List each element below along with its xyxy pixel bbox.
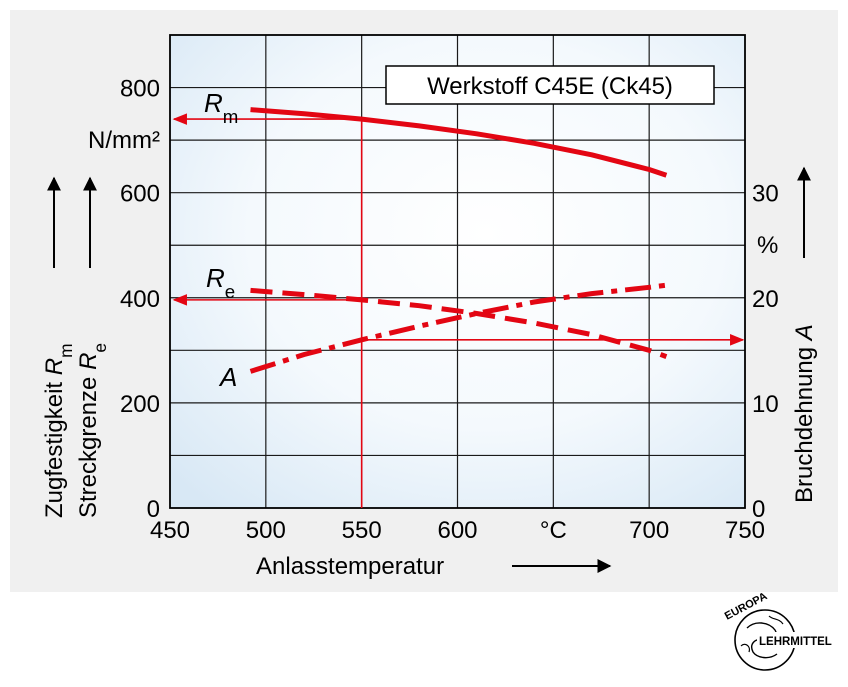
chart-title: Werkstoff C45E (Ck45) xyxy=(427,73,673,100)
logo-bottom-text: LEHRMITTEL xyxy=(759,636,832,648)
series-label-rm: Rm xyxy=(204,88,238,127)
x-tick-label: 500 xyxy=(246,517,286,544)
series-line-re xyxy=(250,287,668,359)
y-tick-label: 0 xyxy=(147,496,160,523)
y-tick-label: 400 xyxy=(120,286,160,313)
y-tick-label: 800 xyxy=(120,76,160,103)
title-box xyxy=(385,65,715,105)
x-tick-label: 450 xyxy=(150,517,190,544)
x-tick-label: 550 xyxy=(342,517,382,544)
series-line-a xyxy=(249,282,667,374)
x-axis-label: Anlasstemperatur xyxy=(256,553,444,580)
y2-tick-label: 30 xyxy=(752,181,779,208)
x-tick-label: 750 xyxy=(725,517,765,544)
y-axis-unit: N/mm² xyxy=(88,127,160,154)
plot-frame xyxy=(169,34,746,509)
x-tick-label: 700 xyxy=(629,517,669,544)
logo-map-detail xyxy=(740,615,784,653)
series-label-re: Re xyxy=(206,263,235,302)
y2-tick-label: 0 xyxy=(752,496,765,523)
y-tick-label: 600 xyxy=(120,181,160,208)
logo-text-band xyxy=(757,632,837,648)
series-line-rm xyxy=(250,107,668,178)
y2-tick-label: 10 xyxy=(752,391,779,418)
x-tick-label: 600 xyxy=(437,517,477,544)
x-tick-label: °C xyxy=(540,517,567,544)
series-label-a: A xyxy=(218,362,237,392)
y2-axis-unit: % xyxy=(757,232,778,259)
y-tick-label: 200 xyxy=(120,391,160,418)
y-axis-label-yield: Streckgrenze Re xyxy=(75,343,110,518)
y2-tick-label: 20 xyxy=(752,286,779,313)
y-axis-label-tensile: Zugfestigkeit Rm xyxy=(41,344,76,518)
y2-axis-label: Bruchdehnung A xyxy=(791,324,818,503)
